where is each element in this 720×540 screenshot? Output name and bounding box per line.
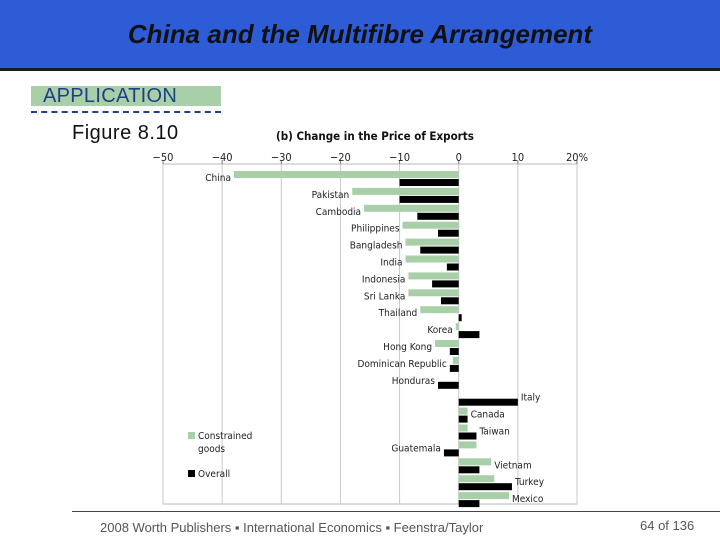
category-label: Mexico — [512, 494, 544, 505]
bar-overall — [438, 381, 459, 389]
x-tick-label: 0 — [456, 151, 462, 164]
category-label: Dominican Republic — [357, 359, 446, 370]
footer-text: 2008 Worth Publishers ▪ International Ec… — [100, 520, 484, 535]
bar-constrained-goods — [402, 221, 459, 229]
category-label: Cambodia — [316, 207, 362, 218]
section-tag: APPLICATION — [31, 86, 221, 106]
x-tick-label: −10 — [389, 151, 410, 164]
category-label: Taiwan — [478, 427, 509, 438]
category-label: Guatemala — [391, 443, 441, 454]
bar-constrained-goods — [458, 492, 509, 500]
page-number: 64 of 136 — [640, 518, 695, 533]
slide-title: China and the Multifibre Arrangement — [127, 18, 593, 49]
category-label: Thailand — [378, 308, 418, 319]
bar-constrained-goods — [458, 407, 468, 415]
legend-label-constrained: Constrained — [198, 431, 252, 442]
x-tick-label: −30 — [271, 151, 292, 164]
bar-constrained-goods — [420, 306, 459, 314]
bar-overall — [417, 212, 459, 220]
category-label: Canada — [471, 410, 505, 421]
x-tick-label: −50 — [153, 151, 174, 164]
category-label: Sri Lanka — [364, 291, 406, 302]
bar-constrained-goods — [458, 441, 477, 449]
bar-overall — [420, 246, 459, 254]
bar-overall — [443, 449, 459, 457]
bar-constrained-goods — [233, 171, 459, 178]
bar-overall — [458, 466, 480, 474]
bar-overall — [458, 415, 468, 423]
bar-overall — [458, 314, 462, 322]
bar-overall — [458, 331, 480, 339]
bar-overall — [458, 483, 512, 491]
bar-constrained-goods — [352, 187, 459, 195]
category-label: Indonesia — [362, 274, 406, 285]
x-tick-label: −20 — [330, 151, 351, 164]
footer-divider — [72, 511, 720, 512]
bar-constrained-goods — [408, 272, 459, 280]
category-label: Korea — [427, 325, 452, 336]
category-label: Italy — [521, 393, 541, 404]
bar-overall — [438, 229, 459, 237]
x-tick-label: −40 — [212, 151, 233, 164]
category-label: India — [380, 258, 402, 269]
chart-title: (b) Change in the Price of Exports — [276, 129, 474, 143]
x-tick-label: 20% — [566, 151, 588, 164]
bar-overall — [458, 500, 480, 508]
bar-constrained-goods — [405, 238, 459, 246]
category-label: Honduras — [392, 376, 436, 387]
bar-overall — [399, 195, 459, 203]
legend-label-overall: Overall — [198, 469, 230, 480]
x-tick-label: 10 — [512, 151, 525, 164]
section-divider — [31, 111, 221, 113]
bar-constrained-goods — [455, 323, 459, 331]
category-label: Hong Kong — [383, 342, 432, 353]
bar-constrained-goods — [435, 340, 459, 347]
bar-overall — [449, 364, 459, 372]
bar-overall — [399, 179, 459, 186]
legend-swatch-overall — [188, 470, 195, 477]
title-bar: China and the Multifibre Arrangement — [0, 0, 720, 71]
legend-label-constrained: goods — [198, 444, 225, 455]
category-label: Bangladesh — [350, 241, 403, 252]
category-label: Philippines — [351, 224, 400, 235]
bar-overall — [446, 263, 459, 271]
bar-constrained-goods — [458, 458, 492, 466]
category-label: Vietnam — [494, 460, 531, 471]
bar-overall — [432, 280, 459, 288]
bar-overall — [458, 432, 477, 440]
category-label: Turkey — [514, 477, 545, 488]
bar-overall — [440, 297, 459, 305]
bar-constrained-goods — [452, 356, 459, 364]
bar-constrained-goods — [364, 204, 459, 212]
bar-constrained-goods — [458, 424, 468, 432]
category-label: Pakistan — [312, 190, 350, 201]
bar-constrained-goods — [458, 475, 495, 483]
category-label: China — [205, 173, 231, 184]
bar-constrained-goods — [408, 289, 459, 297]
legend-swatch-constrained — [188, 432, 195, 439]
bar-overall — [458, 398, 518, 406]
bar-overall — [449, 348, 459, 355]
bar-constrained-goods — [405, 255, 459, 263]
figure-label: Figure 8.10 — [72, 122, 179, 144]
